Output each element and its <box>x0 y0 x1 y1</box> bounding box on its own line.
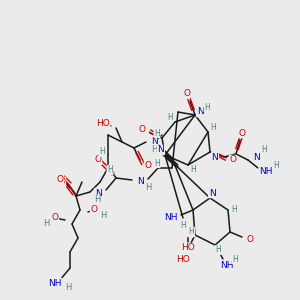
Text: H: H <box>210 122 216 131</box>
Text: HO: HO <box>96 119 110 128</box>
Text: H: H <box>180 221 186 230</box>
Text: H: H <box>100 212 106 220</box>
Text: O: O <box>56 175 64 184</box>
Text: H: H <box>190 166 196 175</box>
Text: N: N <box>94 188 101 197</box>
Text: N: N <box>151 137 158 146</box>
Text: O: O <box>139 125 145 134</box>
Text: O: O <box>247 236 254 244</box>
Text: O: O <box>184 88 190 98</box>
Text: O: O <box>91 206 98 214</box>
Text: H: H <box>151 145 157 154</box>
Text: NH: NH <box>164 214 178 223</box>
Text: N: N <box>212 152 218 161</box>
Text: N: N <box>188 227 194 236</box>
Text: O: O <box>230 155 236 164</box>
Text: H: H <box>188 227 194 236</box>
Text: HO: HO <box>176 254 190 263</box>
Text: N: N <box>196 107 203 116</box>
Text: N: N <box>253 152 260 161</box>
Text: HO: HO <box>181 244 195 253</box>
Text: H: H <box>43 220 49 229</box>
Text: O: O <box>58 178 65 187</box>
Text: H: H <box>204 103 210 112</box>
Text: O: O <box>52 214 58 223</box>
Text: O: O <box>94 155 101 164</box>
Text: NH: NH <box>259 167 273 176</box>
Text: N: N <box>208 188 215 197</box>
Text: H: H <box>231 206 237 214</box>
Text: H: H <box>107 166 113 175</box>
Text: H: H <box>65 284 71 292</box>
Text: NH: NH <box>220 260 234 269</box>
Text: O: O <box>145 160 152 169</box>
Text: NH: NH <box>48 278 62 287</box>
Text: H: H <box>215 245 221 254</box>
Text: H: H <box>145 184 151 193</box>
Text: H: H <box>99 148 105 157</box>
Text: H: H <box>167 112 173 122</box>
Text: N: N <box>158 146 164 154</box>
Text: H: H <box>232 254 238 263</box>
Text: H: H <box>154 158 160 167</box>
Text: H: H <box>154 128 160 137</box>
Text: H: H <box>273 161 279 170</box>
Text: N: N <box>136 178 143 187</box>
Text: O: O <box>238 128 245 137</box>
Text: H: H <box>261 146 267 154</box>
Text: H: H <box>94 196 100 205</box>
